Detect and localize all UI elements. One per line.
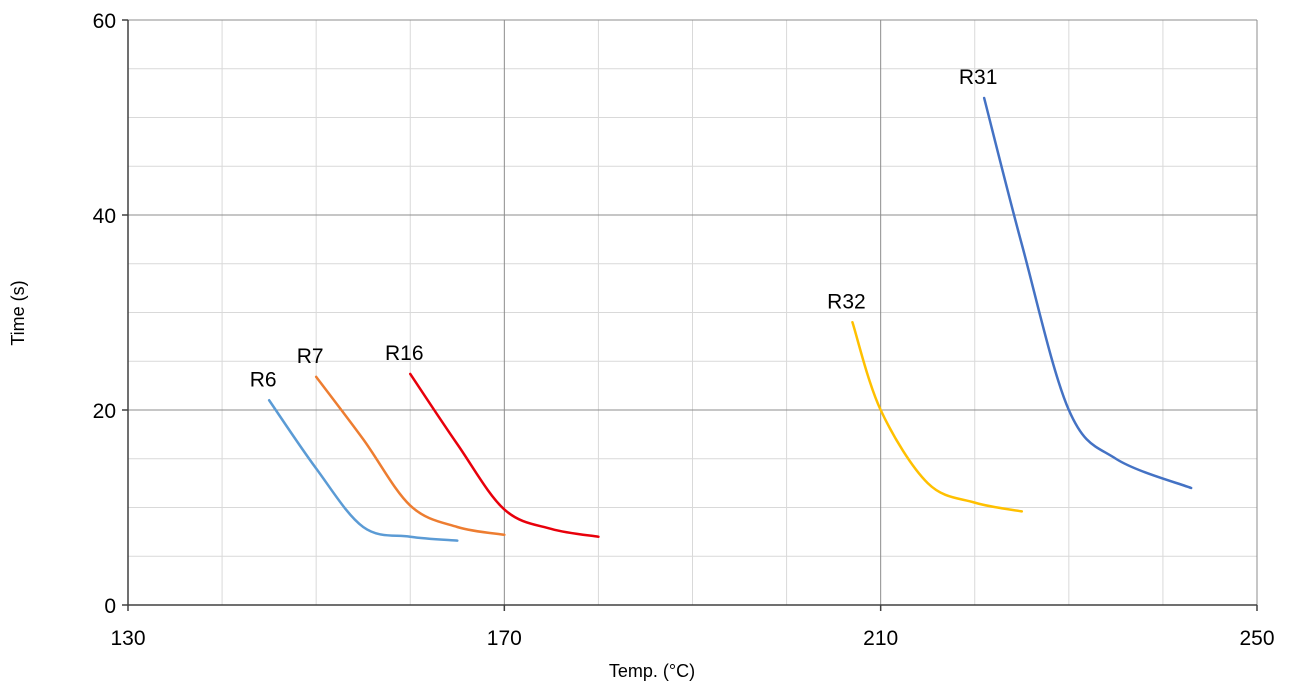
series-label-r31: R31 — [959, 66, 998, 89]
x-axis-title: Temp. (°C) — [609, 661, 695, 681]
series-labels: R6 R7 R16 R32 R31 — [250, 66, 998, 391]
x-tick-label: 130 — [110, 627, 145, 650]
series-line-r31 — [982, 96, 1193, 490]
series-line-r6 — [267, 399, 459, 542]
series-label-r32: R32 — [827, 290, 866, 313]
series-line-r16 — [409, 372, 600, 538]
tick-labels: 130 170 210 250 0 20 40 60 — [93, 10, 1275, 650]
x-tick-label: 210 — [863, 627, 898, 650]
y-tick-label: 40 — [93, 205, 116, 228]
x-tick-label: 250 — [1239, 627, 1274, 650]
series-line-r7 — [314, 375, 506, 537]
y-tick-label: 0 — [104, 595, 116, 618]
y-axis-title: Time (s) — [8, 280, 28, 345]
axes — [122, 19, 1258, 611]
y-tick-label: 60 — [93, 10, 116, 33]
minor-gridlines — [128, 20, 1257, 605]
x-tick-label: 170 — [487, 627, 522, 650]
series-label-r16: R16 — [385, 342, 424, 365]
y-tick-label: 20 — [93, 400, 116, 423]
series-lines — [267, 96, 1193, 542]
series-label-r7: R7 — [297, 345, 324, 368]
series-line-r32 — [851, 321, 1024, 513]
series-label-r6: R6 — [250, 368, 277, 391]
